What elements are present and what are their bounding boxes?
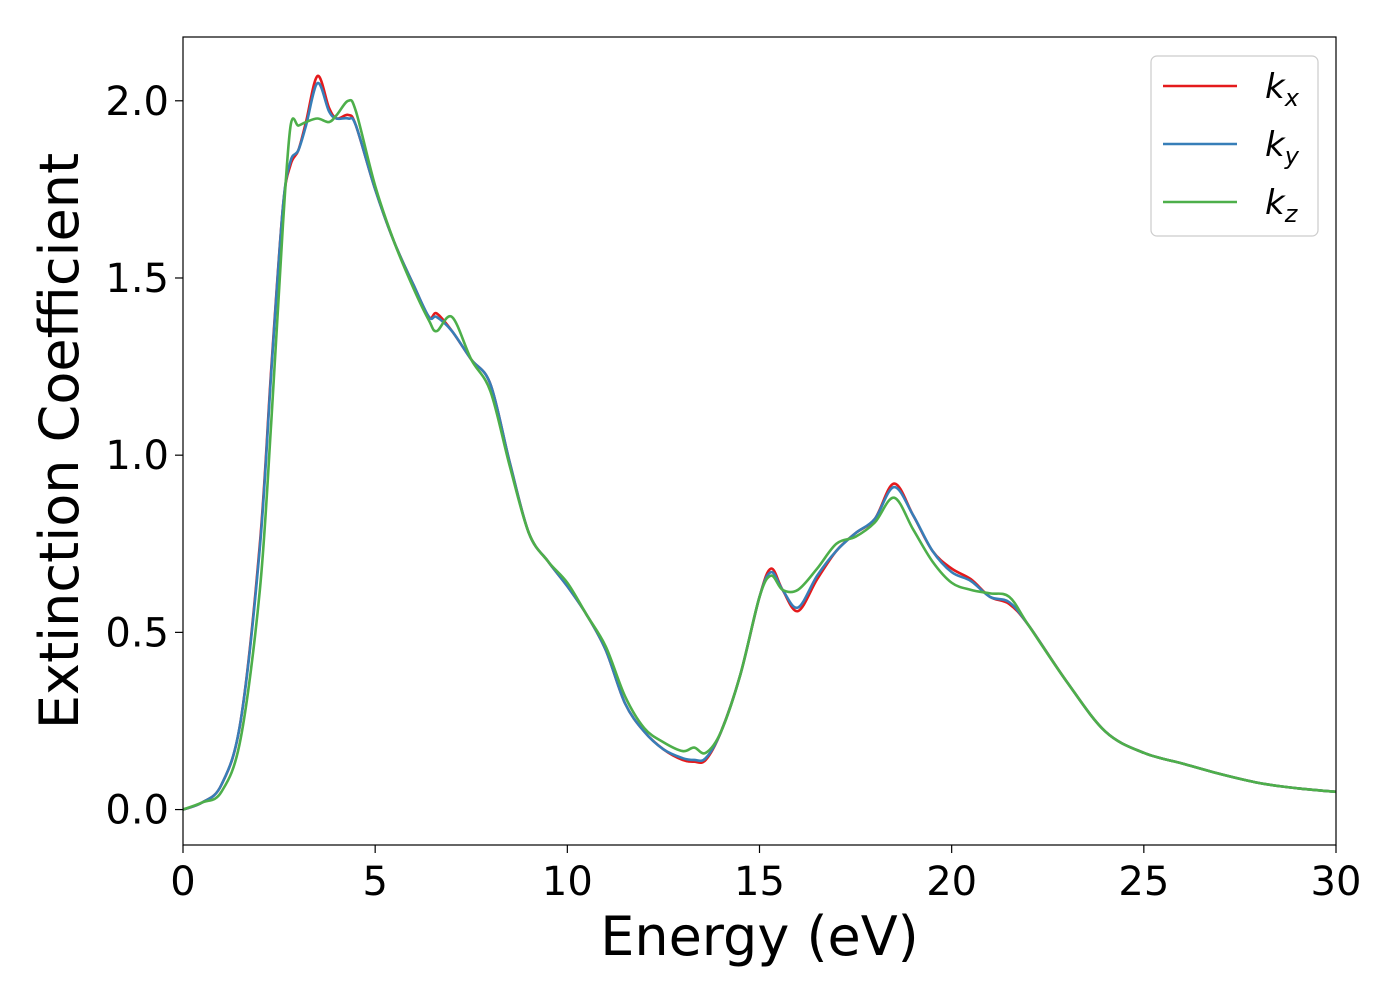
plot-area (183, 74, 1336, 811)
y-axis: 0.0 0.5 1.0 1.5 2.0 (105, 79, 183, 834)
x-tick-label: 20 (926, 859, 977, 905)
y-tick-label: 1.0 (105, 433, 169, 479)
legend-label-kz: kz (1265, 183, 1299, 228)
legend-label-kx: kx (1265, 67, 1300, 112)
y-tick-label: 0.0 (105, 788, 169, 834)
x-tick-label: 25 (1118, 859, 1169, 905)
x-tick-label: 30 (1311, 859, 1362, 905)
x-tick-label: 10 (542, 859, 593, 905)
series-line-kz (183, 98, 1336, 811)
x-axis: 0 5 10 15 20 25 30 (170, 845, 1361, 905)
x-tick-label: 5 (362, 859, 387, 905)
legend: kx ky kz (1150, 55, 1319, 237)
y-tick-label: 0.5 (105, 610, 169, 656)
legend-label-ky: ky (1265, 125, 1300, 170)
x-axis-label: Energy (eV) (600, 905, 919, 968)
y-tick-label: 1.5 (105, 256, 169, 302)
y-axis-label: Extinction Coefficient (28, 153, 91, 729)
legend-box (1150, 55, 1319, 237)
x-tick-label: 15 (734, 859, 785, 905)
y-tick-label: 2.0 (105, 79, 169, 125)
x-tick-label: 0 (170, 859, 195, 905)
